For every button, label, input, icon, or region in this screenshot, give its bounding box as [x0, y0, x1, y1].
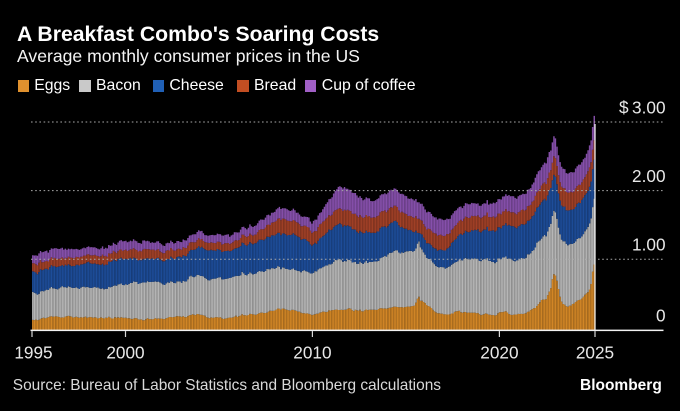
- svg-text:1.00: 1.00: [632, 235, 665, 255]
- svg-text:$ 3.00: $ 3.00: [619, 98, 665, 118]
- svg-text:2020: 2020: [480, 343, 518, 363]
- svg-text:2.00: 2.00: [632, 166, 665, 186]
- svg-text:0: 0: [656, 305, 666, 325]
- svg-text:2025: 2025: [576, 343, 614, 363]
- svg-text:1995: 1995: [14, 343, 52, 363]
- svg-text:2010: 2010: [293, 343, 331, 363]
- svg-text:2000: 2000: [106, 343, 144, 363]
